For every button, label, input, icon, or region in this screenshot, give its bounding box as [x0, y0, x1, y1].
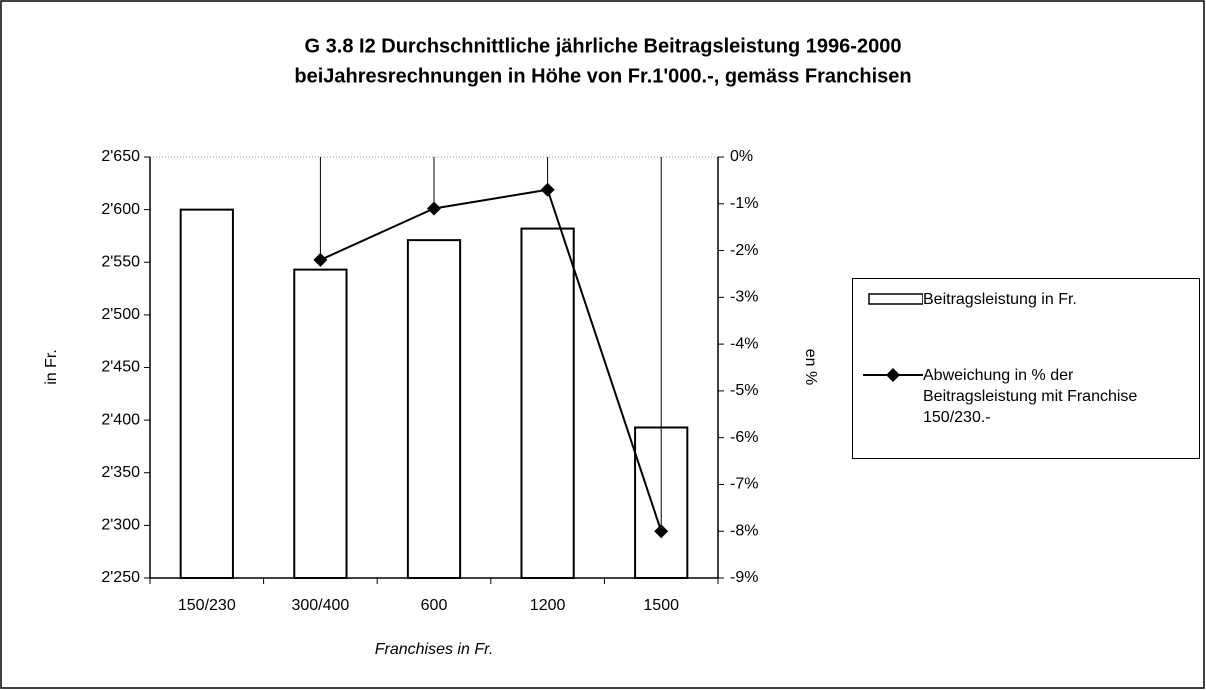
y2-tick-label: 0% [730, 148, 753, 165]
y2-tick-label: -2% [730, 242, 758, 259]
legend-bar [868, 293, 924, 305]
legend-key [861, 292, 924, 306]
marker [427, 201, 441, 216]
y2-tick-label: -7% [730, 476, 758, 493]
y-tick-label: 2'550 [101, 253, 140, 270]
chart-subtitle: beiJahresrechnungen in Höhe von Fr.1'000… [294, 65, 911, 87]
y-tick-label: 2'450 [101, 359, 140, 376]
x-tick-label: 600 [421, 597, 448, 614]
marker [313, 252, 328, 267]
y-tick-label: 2'250 [101, 569, 140, 586]
legend: Beitragsleistung in Fr. Abweichung in % d… [852, 278, 1200, 459]
marker [654, 524, 669, 539]
y2-tick-label: -4% [730, 335, 758, 352]
bar [406, 239, 462, 580]
y2-tick-label: -5% [730, 382, 758, 399]
y-tick-label: 2'400 [101, 411, 140, 428]
legend-label: Beitragsleistung in Fr. [923, 291, 1077, 308]
x-tick-label: 150/230 [178, 597, 236, 614]
line [319, 188, 663, 532]
chart-title: G 3.8 I2 Durchschnittliche jährliche Bei… [305, 35, 902, 57]
y-axis-label: in Fr. [43, 349, 60, 385]
y2-tick-label: -9% [730, 569, 758, 586]
y2-tick-label: -3% [730, 289, 758, 306]
x-tick-label: 300/400 [291, 597, 349, 614]
y-tick-label: 2'500 [101, 306, 140, 323]
y2-axis-label: en % [802, 349, 819, 385]
legend-entry: Beitragsleistung in Fr. [861, 289, 1193, 310]
legend-entry: Abweichung in % der Beitragsleistung mit… [861, 365, 1188, 428]
y-tick-label: 2'300 [101, 517, 140, 534]
y-tick-label: 2'600 [101, 201, 140, 218]
legend-swatch [868, 293, 924, 305]
legend-swatch [863, 368, 923, 382]
legend-marker [886, 368, 900, 382]
y-tick-label: 2'650 [101, 148, 140, 165]
y2-tick-label: -1% [730, 195, 758, 212]
legend-label: Abweichung in % der Beitragsleistung mit… [923, 367, 1138, 426]
y-tick-label: 2'350 [101, 464, 140, 481]
marker [540, 182, 555, 197]
x-tick-label: 1200 [530, 597, 566, 614]
y2-tick-label: -8% [730, 522, 758, 539]
bar [520, 227, 575, 579]
x-axis-label: Franchises in Fr. [375, 641, 494, 658]
bar [179, 208, 234, 579]
legend-key [861, 368, 923, 382]
x-tick-label: 1500 [643, 597, 679, 614]
y2-tick-label: -6% [730, 429, 758, 446]
bar [293, 268, 348, 579]
